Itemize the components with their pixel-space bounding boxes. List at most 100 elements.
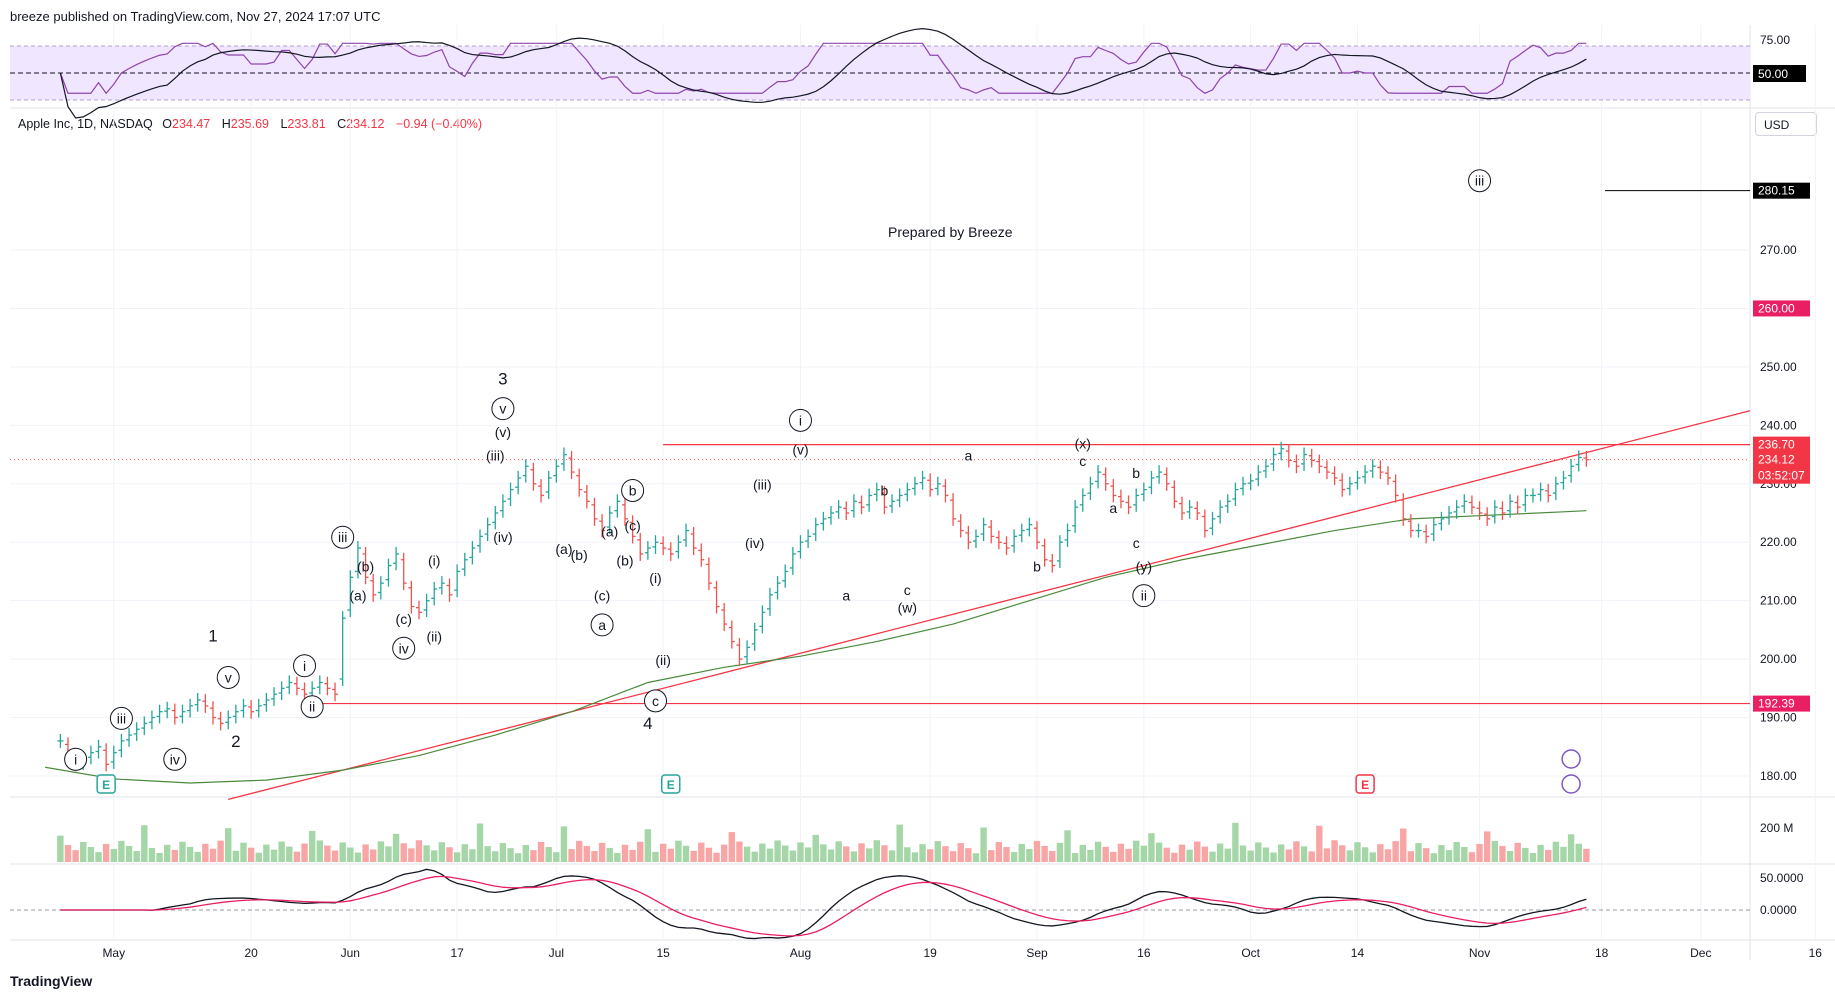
volume-bar: [1483, 831, 1491, 862]
time-tick-label: 14: [1351, 946, 1365, 960]
volume-bar: [1110, 851, 1117, 862]
wave-label: b: [1132, 465, 1140, 481]
volume-bar: [1438, 845, 1445, 862]
volume-bar: [1094, 841, 1102, 862]
price-tick-label: 250.00: [1760, 360, 1797, 374]
volume-bar: [560, 826, 568, 862]
wave-circle: [1468, 169, 1492, 193]
volume-bar: [1384, 849, 1392, 862]
wave-label: (x): [1075, 436, 1091, 452]
volume-bar: [1552, 841, 1560, 862]
volume-bar: [1171, 852, 1178, 862]
volume-bar: [728, 832, 736, 862]
volume-bar: [1277, 844, 1285, 862]
wave-label: (a): [601, 523, 618, 539]
volume-bar: [80, 841, 87, 862]
volume-bar: [820, 844, 827, 862]
volume-bar: [95, 852, 102, 862]
wave-label: (v): [495, 424, 511, 440]
volume-bar: [377, 841, 385, 862]
wave-label: (iii): [486, 447, 505, 463]
wave-label: (c): [396, 611, 412, 627]
volume-bar: [881, 845, 888, 862]
high-label: H: [221, 117, 231, 131]
volume-bar: [316, 840, 323, 862]
volume-bar: [1506, 851, 1514, 862]
time-tick-label: 19: [924, 946, 938, 960]
change-value: −0.94 (−0.40%): [395, 117, 483, 131]
volume-bar: [713, 852, 720, 862]
volume-bar: [125, 845, 133, 862]
price-tick-label: 210.00: [1760, 594, 1797, 608]
volume-bar: [667, 848, 674, 862]
volume-bar: [1270, 852, 1277, 862]
volume-bar: [789, 850, 797, 862]
wave-circle: [392, 636, 416, 660]
wave-label: (iv): [493, 529, 512, 545]
volume-bar: [385, 846, 392, 862]
volume-bar: [1346, 850, 1354, 862]
wave-label: a: [842, 588, 850, 604]
wave-label: (i): [649, 570, 661, 586]
volume-bar: [972, 853, 980, 862]
volume-bar: [934, 841, 942, 862]
volume-bar: [64, 845, 72, 862]
volume-bar: [324, 845, 331, 862]
volume-bar: [1003, 847, 1010, 862]
volume-bar: [431, 850, 438, 862]
volume-bar: [965, 848, 972, 862]
volume-bar: [347, 847, 354, 862]
wave-label: v: [225, 669, 232, 685]
wave-label: (c): [594, 588, 610, 604]
moving-average: [45, 510, 1587, 784]
volume-bar: [423, 845, 430, 862]
volume-bar: [1056, 842, 1064, 862]
wave-label: (a): [349, 588, 366, 604]
volume-bar: [438, 842, 446, 862]
price-tag-bg: [1753, 695, 1810, 712]
volume-bar: [1522, 847, 1529, 862]
volume-bar: [87, 847, 95, 862]
volume-bar: [873, 840, 880, 862]
wave-label: b: [881, 482, 889, 498]
volume-bar: [1232, 822, 1239, 862]
volume-bar: [72, 850, 79, 862]
symbol-name[interactable]: Apple Inc, 1D, NASDAQ: [18, 117, 153, 131]
volume-bar: [415, 840, 423, 862]
volume-bar: [1178, 844, 1186, 862]
wave-label: iii: [1475, 173, 1484, 189]
wave-label: b: [629, 482, 637, 498]
volume-bar: [1407, 851, 1415, 862]
volume-bar: [1323, 848, 1331, 862]
volume-bar: [492, 851, 499, 862]
volume-bar: [583, 845, 591, 862]
volume-bar: [514, 853, 522, 862]
price-tag-label: 236.70: [1758, 438, 1795, 452]
wave-label: (iv): [745, 535, 764, 551]
volume-bar: [858, 843, 865, 862]
volume-bar: [644, 829, 652, 862]
volume-bar: [1033, 840, 1041, 862]
volume-bar: [1064, 830, 1071, 862]
volume-bar: [1583, 848, 1590, 862]
volume-bar: [1239, 845, 1247, 862]
volume-bar: [850, 851, 858, 862]
volume-bar: [1102, 846, 1109, 862]
time-tick-label: Aug: [790, 946, 811, 960]
volume-bar: [698, 842, 705, 862]
wave-label: v: [499, 401, 506, 417]
wave-label: i: [74, 751, 77, 767]
volume-bar: [827, 849, 835, 862]
volume-bar: [1430, 853, 1437, 862]
wave-circle: [788, 408, 812, 432]
volume-bar: [1354, 842, 1361, 862]
volume-bar: [1010, 852, 1018, 862]
volume-bar: [255, 852, 262, 862]
volume-bar: [1255, 842, 1262, 862]
volume-bar: [530, 850, 537, 862]
volume-bar: [980, 827, 987, 862]
currency-selector[interactable]: USD: [1755, 112, 1817, 136]
volume-bar: [469, 849, 476, 862]
volume-bar: [865, 848, 873, 862]
